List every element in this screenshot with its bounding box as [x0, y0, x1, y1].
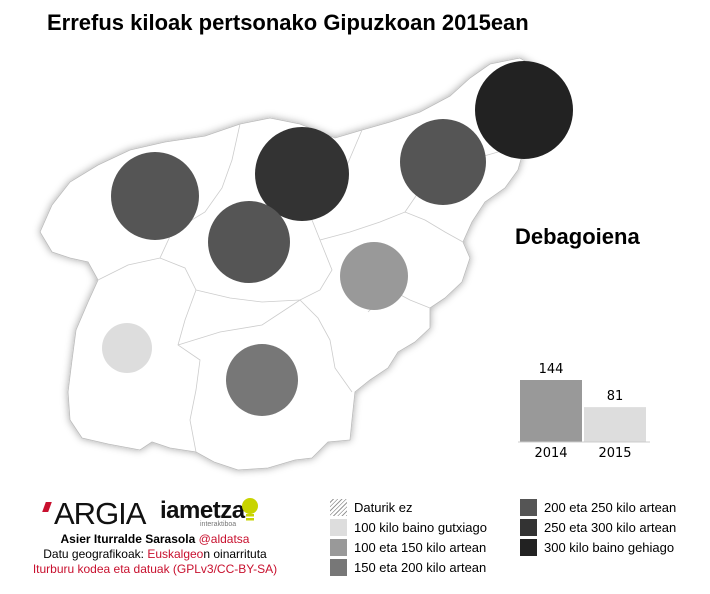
legend-label: 150 eta 200 kilo artean	[354, 560, 487, 576]
legend-item: 200 eta 250 kilo artean	[520, 499, 677, 517]
circle-donostialdea[interactable]	[255, 127, 349, 221]
circle-oarsoaldea[interactable]	[400, 119, 486, 205]
source-code-link[interactable]: Iturburu kodea eta datuak (GPLv3/CC-BY-S…	[32, 562, 278, 576]
legend-swatch	[330, 499, 347, 517]
bar-2015	[584, 407, 646, 442]
circle-buruntzaldea[interactable]	[340, 242, 408, 310]
circle-urola-kosta[interactable]	[208, 201, 290, 283]
circle-goierri[interactable]	[226, 344, 298, 416]
legend-swatch	[520, 539, 537, 557]
bubble-layer	[102, 61, 573, 416]
legend-label: 100 kilo baino gutxiago	[354, 520, 487, 536]
argia-logo[interactable]: ARGIA	[42, 496, 146, 532]
argia-mark-icon	[42, 502, 52, 512]
author-name: Asier Iturralde Sarasola	[60, 532, 199, 546]
legend-label: Daturik ez	[354, 500, 413, 516]
legend-item: 150 eta 200 kilo artean	[330, 559, 487, 577]
legend-label: 250 eta 300 kilo artean	[544, 520, 677, 536]
legend-label: 300 kilo baino gehiago	[544, 540, 675, 556]
lightbulb-icon	[242, 498, 258, 521]
selected-region-name: Debagoiena	[515, 224, 640, 249]
legend-swatch	[330, 559, 347, 577]
circle-debagoiena[interactable]	[102, 323, 152, 373]
legend-item: 100 kilo baino gutxiago	[330, 519, 487, 537]
legend-label: 200 eta 250 kilo artean	[544, 500, 677, 516]
bar-2014	[520, 380, 582, 442]
legend-item: 100 eta 150 kilo artean	[330, 539, 487, 557]
circle-bidasoa[interactable]	[111, 152, 199, 240]
iametza-tagline: interaktiboa	[200, 521, 237, 528]
bar-value-2015: 81	[606, 389, 624, 405]
author-credit: Asier Iturralde Sarasola @aldatsa	[0, 532, 310, 546]
legend-swatch	[330, 519, 347, 537]
legend-item: 300 kilo baino gehiago	[520, 539, 675, 557]
circle-bidasoa-east[interactable]	[475, 61, 573, 159]
bar-label-2014: 2014	[534, 446, 568, 461]
legend-item: Daturik ez	[330, 499, 413, 517]
legend-swatch	[520, 519, 537, 537]
bar-value-2014: 144	[538, 362, 564, 377]
legend-swatch	[520, 499, 537, 517]
legend-label: 100 eta 150 kilo artean	[354, 540, 487, 556]
map-outline	[39, 57, 549, 471]
author-handle-link[interactable]: @aldatsa	[198, 532, 250, 546]
legend-item: 250 eta 300 kilo artean	[520, 519, 677, 537]
argia-logo-text: ARGIA	[54, 496, 146, 531]
geo-suffix: n oinarrituta	[203, 547, 267, 561]
geo-credit: Datu geografikoak: Euskalgeon oinarritut…	[0, 547, 310, 561]
map-title: Errefus kiloak pertsonako Gipuzkoan 2015…	[47, 10, 529, 35]
euskalgeo-link[interactable]: Euskalgeo	[147, 547, 204, 561]
iametza-logo[interactable]: iametza	[160, 497, 245, 525]
geo-prefix: Datu geografikoak:	[43, 547, 148, 561]
iametza-logo-text: iametza	[160, 497, 245, 524]
legend-swatch	[330, 539, 347, 557]
bar-label-2015: 2015	[598, 446, 632, 461]
bar-chart	[518, 380, 650, 443]
